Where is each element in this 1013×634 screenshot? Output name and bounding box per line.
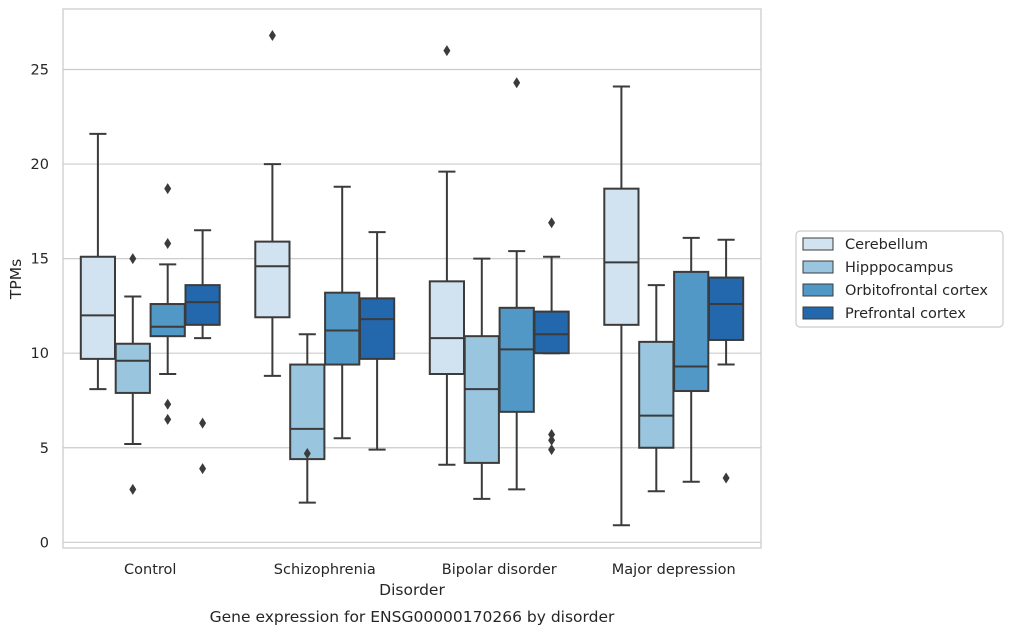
- box-body: [673, 270, 710, 393]
- outlier-point: [164, 183, 172, 195]
- box-2-1: [463, 257, 500, 500]
- plot-frame: [62, 8, 762, 549]
- box-body: [428, 280, 466, 376]
- x-axis-ticks: Control Schizophrenia Bipolar disorder Majo…: [124, 562, 736, 578]
- outlier-point: [303, 447, 311, 459]
- outlier-point: [199, 463, 207, 475]
- legend-swatch: [802, 306, 834, 320]
- outlier-point: [722, 472, 730, 484]
- box-body: [533, 310, 570, 355]
- box-body: [463, 335, 500, 464]
- box-body: [707, 276, 745, 341]
- box-1-2: [324, 185, 361, 440]
- legend-item: Prefrontal cortex: [802, 306, 966, 322]
- box-2-2: [498, 77, 535, 491]
- outlier-point: [548, 429, 556, 441]
- box-body: [184, 284, 221, 326]
- outlier-point: [129, 483, 137, 495]
- legend-swatch: [802, 237, 834, 251]
- y-tick-label: 20: [31, 157, 49, 173]
- x-tick-label: Control: [124, 562, 176, 578]
- x-tick-label: Bipolar disorder: [442, 562, 557, 578]
- box-0-0: [79, 132, 117, 391]
- chart-caption: Gene expression for ENSG00000170266 by d…: [210, 608, 615, 626]
- box-body: [289, 363, 326, 461]
- box-body: [149, 303, 186, 338]
- y-tick-label: 0: [40, 535, 49, 551]
- box-0-3: [184, 229, 221, 475]
- outlier-point: [548, 444, 556, 456]
- plot-area: [63, 9, 761, 548]
- legend: Cerebellum Hipppocampus Orbitofrontal cort…: [795, 230, 1004, 328]
- y-tick-label: 10: [31, 346, 49, 362]
- legend-frame: [795, 230, 1004, 328]
- box-0-1: [114, 253, 151, 495]
- legend-swatch: [802, 283, 834, 297]
- box-3-0: [603, 85, 640, 527]
- y-axis-ticks: 0 5 10 15 20 25: [31, 63, 49, 552]
- legend-label: Prefrontal cortex: [845, 306, 966, 322]
- outlier-point: [199, 417, 207, 429]
- box-body: [358, 297, 396, 360]
- outlier-point: [548, 434, 556, 446]
- y-tick-label: 5: [40, 441, 49, 457]
- box-1-0: [254, 29, 291, 377]
- outlier-point: [443, 45, 451, 57]
- box-body: [254, 240, 291, 319]
- box-3-1: [638, 284, 675, 493]
- legend-swatch: [802, 260, 834, 274]
- box-body: [638, 340, 675, 449]
- legend-item: Orbitofrontal cortex: [802, 283, 988, 299]
- outlier-point: [164, 238, 172, 250]
- outlier-point: [548, 217, 556, 229]
- box-layer: [79, 29, 745, 527]
- box-1-1: [289, 333, 326, 504]
- box-body: [79, 255, 117, 360]
- box-body: [603, 187, 640, 326]
- legend-label: Cerebellum: [845, 237, 928, 253]
- outlier-point: [513, 77, 521, 89]
- outlier-point: [268, 29, 276, 41]
- x-tick-label: Schizophrenia: [274, 562, 376, 578]
- legend-label: Hipppocampus: [845, 260, 953, 276]
- y-axis-label: TPMs: [7, 259, 25, 300]
- box-body: [114, 342, 151, 394]
- y-tick-label: 25: [31, 63, 49, 79]
- outlier-point: [164, 398, 172, 410]
- box-body: [324, 291, 361, 366]
- x-tick-label: Major depression: [612, 562, 736, 578]
- outlier-point: [164, 413, 172, 425]
- outlier-point: [129, 253, 137, 265]
- legend-label: Orbitofrontal cortex: [845, 283, 988, 299]
- box-3-3: [707, 238, 745, 484]
- x-axis-label: Disorder: [379, 581, 445, 599]
- y-tick-label: 15: [31, 252, 49, 268]
- grid-lines: [63, 68, 761, 543]
- box-1-3: [358, 231, 396, 451]
- legend-item: Cerebellum: [802, 237, 928, 253]
- box-2-3: [533, 217, 570, 456]
- box-body: [498, 306, 535, 413]
- box-2-0: [428, 45, 466, 466]
- legend-item: Hipppocampus: [802, 260, 953, 276]
